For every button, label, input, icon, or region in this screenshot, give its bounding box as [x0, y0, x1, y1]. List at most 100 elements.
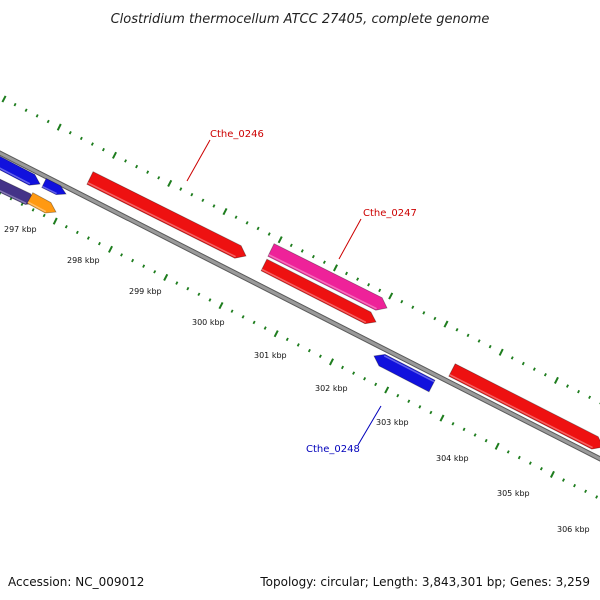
- outer-minor-tick: [367, 282, 371, 287]
- leader-line-cthe-0248: [357, 405, 382, 446]
- inner-minor-tick: [153, 270, 157, 274]
- label-leader-lines: [186, 139, 382, 446]
- inner-minor-tick: [506, 450, 510, 454]
- outer-minor-tick: [256, 226, 260, 231]
- outer-tick-row: [1, 95, 600, 405]
- inner-minor-tick: [64, 224, 68, 229]
- kbp-label-306: 306 kbp: [557, 525, 590, 534]
- outer-minor-tick: [35, 114, 39, 118]
- outer-minor-tick: [90, 142, 94, 146]
- kbp-label-298: 298 kbp: [67, 256, 100, 265]
- outer-minor-tick: [477, 339, 481, 343]
- outer-minor-tick: [179, 187, 183, 191]
- outer-minor-tick: [124, 159, 128, 163]
- gene-features: [0, 155, 600, 450]
- inner-minor-tick: [186, 286, 190, 291]
- inner-major-tick: [273, 330, 279, 338]
- inner-minor-tick: [285, 337, 289, 342]
- inner-minor-tick: [241, 315, 245, 319]
- kbp-label-302: 302 kbp: [315, 384, 348, 393]
- outer-minor-tick: [68, 130, 72, 135]
- inner-minor-tick: [462, 427, 466, 432]
- outer-minor-tick: [267, 232, 271, 236]
- outer-minor-tick: [201, 198, 205, 203]
- outer-minor-tick: [146, 170, 150, 174]
- outer-minor-tick: [488, 344, 492, 349]
- inner-minor-tick: [451, 421, 455, 426]
- gene-arrow-cthe-0248-highlight: [383, 355, 435, 383]
- inner-minor-tick: [363, 376, 367, 381]
- inner-tick-row: [0, 189, 599, 499]
- kbp-labels: 297 kbp 298 kbp 299 kbp 300 kbp 301 kbp …: [4, 225, 590, 534]
- outer-minor-tick: [422, 311, 426, 315]
- gene-arrow-cthe-0248: [373, 353, 436, 393]
- inner-minor-tick: [595, 495, 599, 499]
- outer-minor-tick: [378, 288, 382, 293]
- gene-arrow-cthe-0247: [267, 243, 388, 311]
- inner-minor-tick: [352, 371, 356, 375]
- outer-minor-tick: [543, 372, 547, 377]
- outer-major-tick: [498, 348, 504, 356]
- inner-major-tick: [108, 245, 113, 253]
- gene-arrow-red-right-highlight: [449, 374, 593, 449]
- gene-label-cthe-0246: Cthe_0246: [210, 129, 264, 140]
- outer-minor-tick: [311, 254, 315, 259]
- outer-minor-tick: [510, 356, 514, 360]
- outer-minor-tick: [322, 260, 326, 265]
- outer-minor-tick: [289, 243, 293, 248]
- outer-major-tick: [443, 320, 449, 328]
- gene-label-cthe-0247: Cthe_0247: [363, 208, 417, 219]
- inner-minor-tick: [142, 264, 146, 268]
- inner-minor-tick: [418, 405, 422, 409]
- inner-major-tick: [218, 301, 224, 310]
- inner-minor-tick: [528, 461, 532, 465]
- inner-minor-tick: [307, 348, 311, 353]
- gene-arrow-cthe-0246: [86, 171, 247, 259]
- outer-minor-tick: [101, 147, 105, 152]
- gene-arrow-orange-highlight: [27, 201, 47, 213]
- kbp-label-300: 300 kbp: [192, 318, 225, 327]
- outer-minor-tick: [157, 176, 161, 180]
- gene-arrow-blue-left-highlight: [0, 167, 31, 185]
- outer-minor-tick: [400, 299, 404, 304]
- inner-major-tick: [384, 386, 390, 394]
- gene-arrow-red-mid-highlight: [261, 268, 367, 323]
- inner-major-tick: [52, 217, 58, 225]
- outer-minor-tick: [466, 333, 470, 338]
- inner-minor-tick: [517, 455, 521, 460]
- outer-major-tick: [56, 123, 62, 131]
- inner-minor-tick: [263, 326, 267, 330]
- outer-major-tick: [112, 151, 117, 159]
- map-title: Clostridium thermocellum ATCC 27405, com…: [111, 12, 490, 27]
- outer-major-tick: [333, 264, 338, 272]
- gene-arrow-blue-left: [0, 155, 41, 186]
- leader-line-cthe-0246: [186, 139, 211, 182]
- outer-minor-tick: [588, 395, 592, 400]
- inner-minor-tick: [341, 365, 344, 370]
- inner-minor-tick: [296, 343, 300, 347]
- gene-arrow-blue-small: [41, 177, 67, 196]
- outer-minor-tick: [356, 277, 360, 281]
- gene-label-cthe-0248: Cthe_0248: [306, 444, 360, 455]
- inner-minor-tick: [75, 230, 79, 235]
- outer-minor-tick: [566, 384, 569, 388]
- inner-minor-tick: [484, 438, 488, 443]
- topology-summary-text: Topology: circular; Length: 3,843,301 bp…: [259, 575, 590, 589]
- inner-minor-tick: [20, 202, 24, 207]
- inner-minor-tick: [31, 208, 35, 212]
- outer-major-tick: [277, 236, 283, 244]
- inner-minor-tick: [573, 483, 577, 488]
- accession-text: Accession: NC_009012: [8, 575, 144, 589]
- inner-minor-tick: [86, 236, 90, 240]
- outer-major-tick: [222, 207, 228, 216]
- inner-major-tick: [494, 442, 500, 450]
- outer-minor-tick: [521, 361, 525, 366]
- gene-arrow-cthe-0247-highlight: [268, 254, 377, 310]
- inner-minor-tick: [120, 253, 124, 257]
- inner-minor-tick: [539, 466, 543, 471]
- outer-minor-tick: [577, 389, 581, 394]
- inner-minor-tick: [131, 258, 135, 263]
- outer-major-tick: [388, 292, 394, 300]
- kbp-label-304: 304 kbp: [436, 454, 469, 463]
